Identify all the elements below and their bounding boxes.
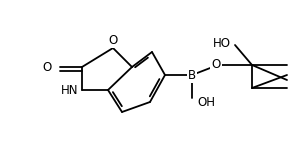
Text: B: B <box>188 68 196 81</box>
Text: HN: HN <box>60 84 78 96</box>
Text: OH: OH <box>197 96 215 109</box>
Text: HO: HO <box>213 36 231 49</box>
Text: O: O <box>108 33 118 47</box>
Text: O: O <box>43 60 52 73</box>
Text: O: O <box>211 57 221 71</box>
